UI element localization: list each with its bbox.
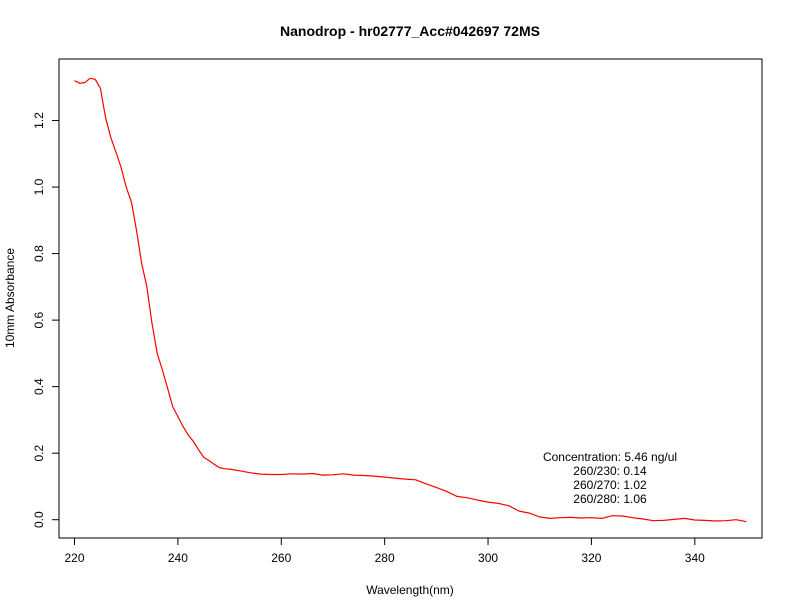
x-tick-label: 220	[64, 551, 84, 565]
annotation-ratio-260-270: 260/270: 1.02	[573, 478, 647, 492]
y-tick-label: 1.2	[32, 112, 46, 129]
x-tick-label: 260	[271, 551, 291, 565]
y-tick-label: 0.6	[32, 311, 46, 328]
x-tick-label: 320	[581, 551, 601, 565]
y-axis-title: 10mm Absorbance	[3, 248, 17, 348]
y-tick-label: 0.2	[32, 445, 46, 462]
x-tick-label: 280	[375, 551, 395, 565]
x-axis-title: Wavelength(nm)	[366, 583, 454, 597]
y-tick-label: 0.0	[32, 511, 46, 528]
x-axis: 220 240 260 280 300 320 340	[64, 537, 705, 565]
x-tick-label: 340	[685, 551, 705, 565]
annotation-ratio-260-230: 260/230: 0.14	[573, 464, 647, 478]
x-tick-label: 300	[478, 551, 498, 565]
y-tick-label: 1.0	[32, 178, 46, 195]
annotation-block: Concentration: 5.46 ng/ul 260/230: 0.14 …	[543, 450, 677, 506]
annotation-ratio-260-280: 260/280: 1.06	[573, 492, 647, 506]
y-tick-label: 0.8	[32, 245, 46, 262]
x-tick-label: 240	[168, 551, 188, 565]
absorbance-series-line	[74, 77, 747, 523]
y-tick-label: 0.4	[32, 378, 46, 395]
y-axis: 0.0 0.2 0.4 0.6 0.8 1.0 1.2	[32, 112, 60, 528]
series-layer	[74, 77, 747, 523]
chart-title: Nanodrop - hr02777_Acc#042697 72MS	[280, 23, 540, 39]
annotation-concentration: Concentration: 5.46 ng/ul	[543, 450, 677, 464]
